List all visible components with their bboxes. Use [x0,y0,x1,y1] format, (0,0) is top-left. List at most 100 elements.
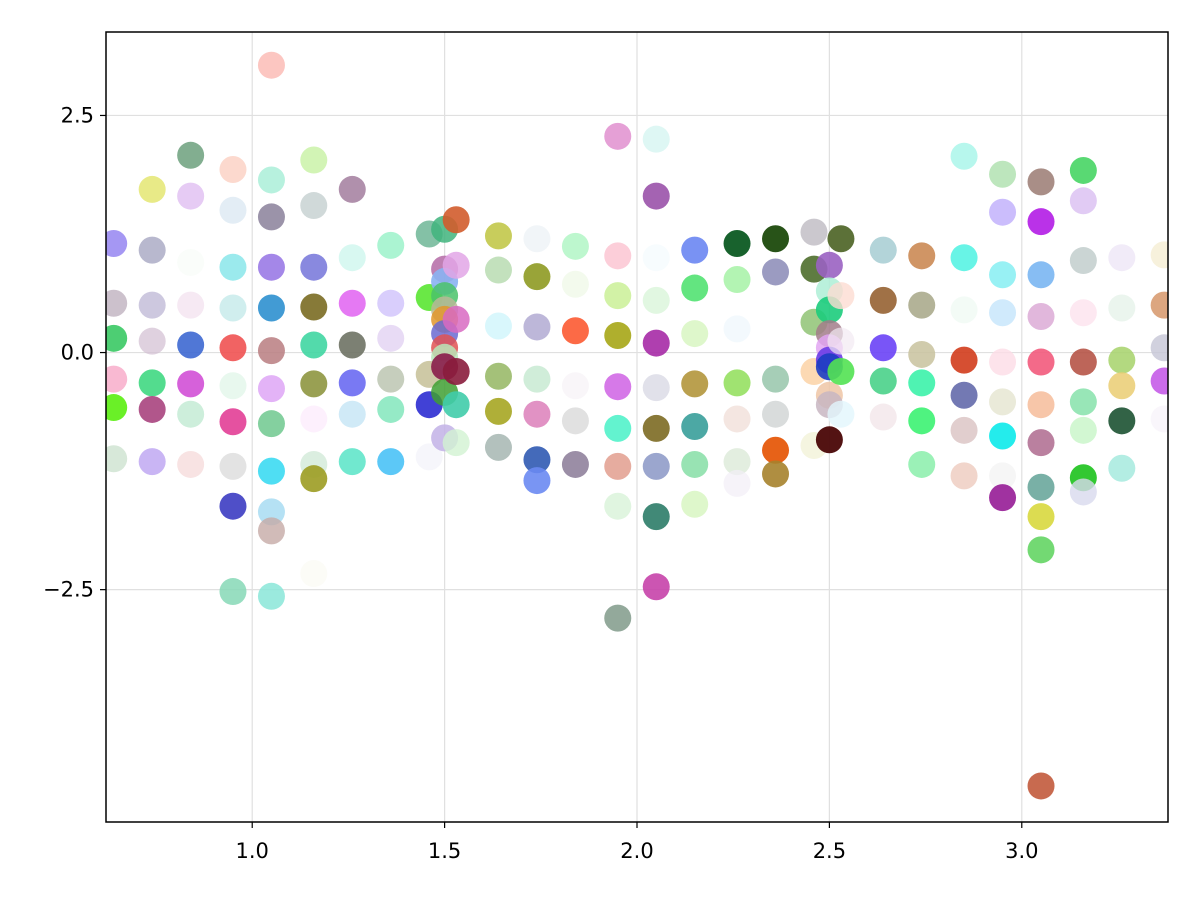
scatter-point [106,365,128,393]
x-tick-label: 1.0 [236,839,269,863]
scatter-point [1069,478,1097,506]
scatter-point [415,443,443,471]
scatter-point [377,231,405,259]
scatter-point [257,51,285,79]
scatter-point [300,331,328,359]
scatter-point [338,400,366,428]
y-tick-label: −2.5 [43,578,94,602]
scatter-point [1027,429,1055,457]
scatter-point [681,450,709,478]
scatter-point [642,573,670,601]
scatter-point [338,331,366,359]
scatter-point [338,175,366,203]
scatter-point [950,381,978,409]
scatter-point [989,462,1017,490]
scatter-point [300,560,328,588]
scatter-point [177,370,205,398]
scatter-point [338,244,366,272]
y-tick-label: 2.5 [61,103,94,127]
scatter-point [484,433,512,461]
scatter-point [138,175,166,203]
scatter-point [300,192,328,220]
scatter-point [681,370,709,398]
scatter-point [300,293,328,321]
scatter-point [642,503,670,531]
scatter-point [1027,536,1055,564]
scatter-point [1108,454,1136,482]
scatter-point [257,498,285,526]
scatter-point [106,229,128,257]
scatter-point [1027,303,1055,331]
scatter-point [138,448,166,476]
scatter-point [642,452,670,480]
scatter-point [642,125,670,153]
scatter-point [1027,208,1055,236]
scatter-point [377,448,405,476]
scatter-point [1027,391,1055,419]
scatter-point [219,408,247,436]
scatter-point [219,294,247,322]
scatter-point [908,291,936,319]
scatter-point [723,405,751,433]
scatter-point [257,203,285,231]
scatter-point [723,229,751,257]
scatter-point [950,462,978,490]
scatter-point [257,582,285,610]
x-axis: 1.0 1.5 2.0 2.5 3.0 [236,822,1038,863]
scatter-point [219,334,247,362]
scatter-point [523,313,551,341]
scatter-point [989,388,1017,416]
scatter-point [257,517,285,545]
scatter-point [177,450,205,478]
scatter-point [989,348,1017,376]
scatter-point [257,375,285,403]
scatter-point [827,358,855,386]
scatter-point [642,182,670,210]
scatter-point [642,244,670,272]
scatter-point [604,122,632,150]
scatter-point [338,448,366,476]
scatter-point [989,484,1017,512]
scatter-point [604,242,632,270]
scatter-point [950,346,978,374]
scatter-point [106,289,128,317]
scatter-point [1027,473,1055,501]
scatter-point [681,490,709,518]
scatter-point [827,225,855,253]
scatter-point [523,365,551,393]
scatter-point [681,320,709,348]
scatter-point [442,391,470,419]
scatter-points [106,51,1168,800]
scatter-point [300,146,328,174]
x-tick-label: 1.5 [428,839,461,863]
scatter-point [1150,405,1168,433]
scatter-point [723,469,751,497]
scatter-point [106,394,128,422]
scatter-point [869,403,897,431]
scatter-point [604,373,632,401]
scatter-point [338,369,366,397]
scatter-point [257,457,285,485]
scatter-point [300,405,328,433]
scatter-point [642,329,670,357]
scatter-point [1150,241,1168,269]
scatter-point [177,291,205,319]
scatter-point [869,367,897,395]
scatter-point [908,369,936,397]
scatter-point [908,450,936,478]
scatter-point [908,242,936,270]
scatter-point [815,251,843,279]
scatter-point [723,315,751,343]
x-tick-label: 2.5 [813,839,846,863]
scatter-point [827,327,855,355]
scatter-point [723,448,751,476]
scatter-point [1108,407,1136,435]
scatter-point [869,286,897,314]
scatter-point [950,142,978,170]
scatter-point [257,410,285,438]
scatter-point [604,282,632,310]
scatter-point [138,236,166,264]
scatter-point [1027,348,1055,376]
scatter-point [869,334,897,362]
